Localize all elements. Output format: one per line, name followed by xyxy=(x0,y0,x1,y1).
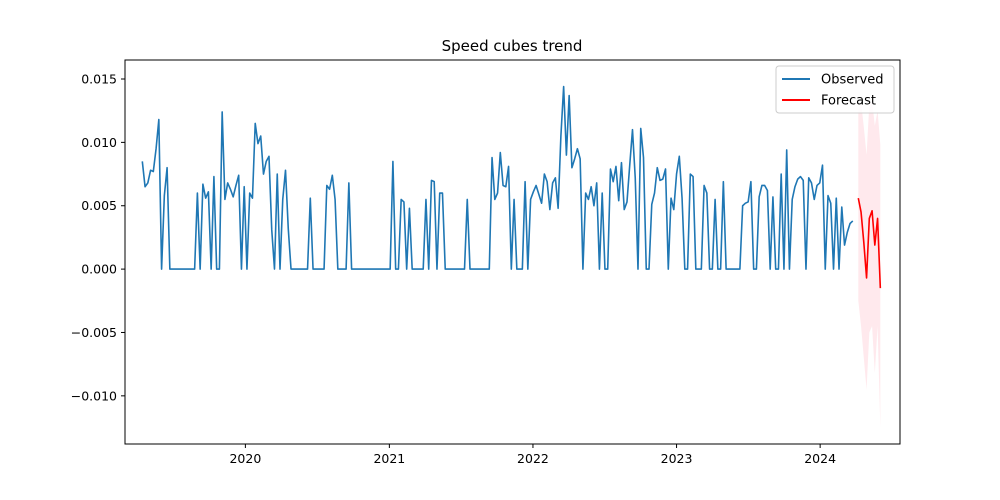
legend: Observed Forecast xyxy=(775,65,895,114)
x-tick-label: 2024 xyxy=(804,451,836,466)
series-line-forecast xyxy=(857,197,882,289)
y-tick-label: 0.005 xyxy=(81,198,117,213)
y-tick-label: 0.000 xyxy=(81,262,117,277)
y-tick-label: 0.015 xyxy=(81,72,117,87)
chart-title: Speed cubes trend xyxy=(442,37,583,55)
y-tick-label: −0.010 xyxy=(71,388,117,403)
y-tick-label: 0.010 xyxy=(81,135,117,150)
y-tick-label: −0.005 xyxy=(71,325,117,340)
axes-frame xyxy=(124,59,901,445)
legend-label-observed: Observed xyxy=(821,73,884,88)
legend-box xyxy=(775,65,895,114)
legend-label-forecast: Forecast xyxy=(821,94,876,109)
x-tick-label: 2021 xyxy=(373,451,405,466)
x-tick-label: 2020 xyxy=(229,451,261,466)
x-tick-label: 2022 xyxy=(517,451,549,466)
forecast-interval-band xyxy=(858,100,881,428)
x-tick-label: 2023 xyxy=(661,451,693,466)
series-line-observed xyxy=(141,85,854,270)
plot-area: −0.010 −0.005 0.000 0.005 0.010 0.015 2020 2021… xyxy=(71,59,901,466)
